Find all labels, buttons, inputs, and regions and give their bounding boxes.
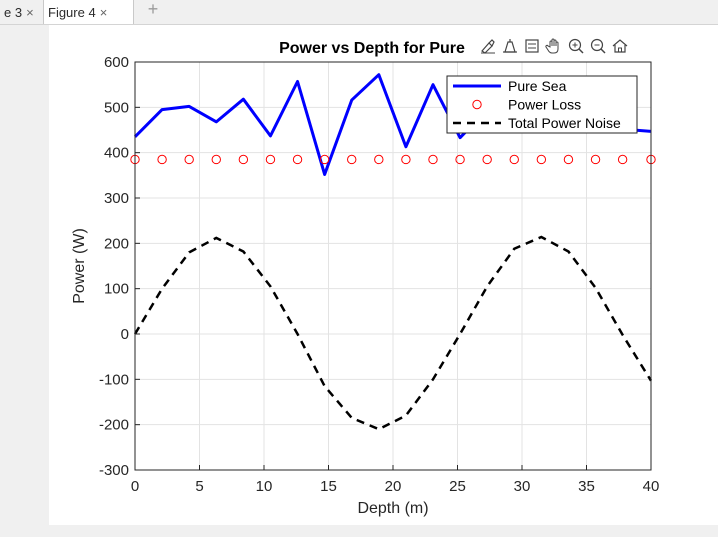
- left-margin: [0, 25, 49, 525]
- legend[interactable]: Pure Sea Power Loss Total Power Noise: [446, 75, 638, 134]
- legend-label: Pure Sea: [508, 78, 567, 94]
- x-tick-label: 25: [449, 478, 466, 495]
- power-loss-marker: [428, 154, 438, 165]
- x-tick-label: 30: [514, 478, 531, 495]
- zoom-in-icon[interactable]: [566, 36, 586, 56]
- x-tick-label: 35: [578, 478, 595, 495]
- tick-labels: 0 5 10 15 20 25 30 35 40 -300 -200 -100 0 100 200 300 40…: [99, 54, 659, 495]
- x-tick-label: 5: [195, 478, 203, 495]
- power-loss-marker: [211, 154, 221, 165]
- power-loss-marker: [347, 154, 357, 165]
- legend-marker-icon: [472, 99, 482, 110]
- power-loss-marker: [184, 154, 194, 165]
- legend-icon[interactable]: [522, 36, 542, 56]
- pan-icon[interactable]: [544, 36, 564, 56]
- brush-icon[interactable]: [478, 36, 498, 56]
- x-tick-label: 40: [643, 478, 660, 495]
- power-loss-marker: [509, 154, 519, 165]
- y-tick-label: 500: [104, 99, 129, 116]
- add-tab-button[interactable]: +: [147, 0, 159, 19]
- power-loss-marker: [482, 154, 492, 165]
- tab-label: e 3: [4, 4, 23, 20]
- power-loss-marker: [319, 154, 330, 165]
- power-loss-marker: [374, 154, 384, 165]
- tab-figure-3[interactable]: e 3 ×: [0, 0, 44, 24]
- power-loss-marker: [265, 154, 276, 165]
- x-tick-label: 0: [131, 478, 139, 495]
- y-tick-label: 300: [104, 190, 129, 207]
- close-icon[interactable]: ×: [26, 4, 34, 20]
- power-loss-marker: [536, 154, 547, 165]
- y-tick-label: 600: [104, 54, 129, 71]
- legend-label: Total Power Noise: [508, 115, 621, 131]
- zoom-out-icon[interactable]: [588, 36, 608, 56]
- power-loss-marker: [238, 154, 249, 165]
- power-loss-marker: [563, 154, 574, 165]
- power-loss-marker: [157, 154, 167, 165]
- y-axis-label: Power (W): [71, 228, 88, 304]
- data-tips-icon[interactable]: [500, 36, 520, 56]
- power-loss-marker: [590, 154, 601, 165]
- x-axis-label: Depth (m): [357, 500, 428, 517]
- x-tick-label: 15: [320, 478, 337, 495]
- power-loss-marker: [455, 154, 465, 165]
- tab-label: Figure 4: [48, 4, 96, 20]
- power-loss-marker: [401, 154, 411, 165]
- y-tick-label: 0: [121, 326, 129, 343]
- x-tick-label: 20: [385, 478, 402, 495]
- y-tick-label: -200: [99, 417, 129, 434]
- y-tick-label: 400: [104, 145, 129, 162]
- y-tick-label: 200: [104, 235, 129, 252]
- chart-title: Power vs Depth for Pure: [279, 40, 465, 57]
- y-tick-label: -100: [99, 371, 129, 388]
- y-tick-label: -300: [99, 462, 129, 479]
- figure-tab-bar: e 3 × Figure 4 × +: [0, 0, 718, 25]
- x-tick-label: 10: [256, 478, 273, 495]
- power-loss-marker: [292, 154, 303, 165]
- axes-toolbar: [478, 36, 630, 56]
- y-tick-label: 100: [104, 281, 129, 298]
- close-icon[interactable]: ×: [99, 4, 108, 20]
- power-loss-marker: [617, 154, 628, 165]
- total-power-noise-line: [133, 235, 653, 431]
- bottom-margin: [0, 525, 718, 537]
- home-icon[interactable]: [610, 36, 630, 56]
- legend-label: Power Loss: [508, 97, 581, 113]
- tab-figure-4[interactable]: Figure 4 ×: [44, 0, 134, 24]
